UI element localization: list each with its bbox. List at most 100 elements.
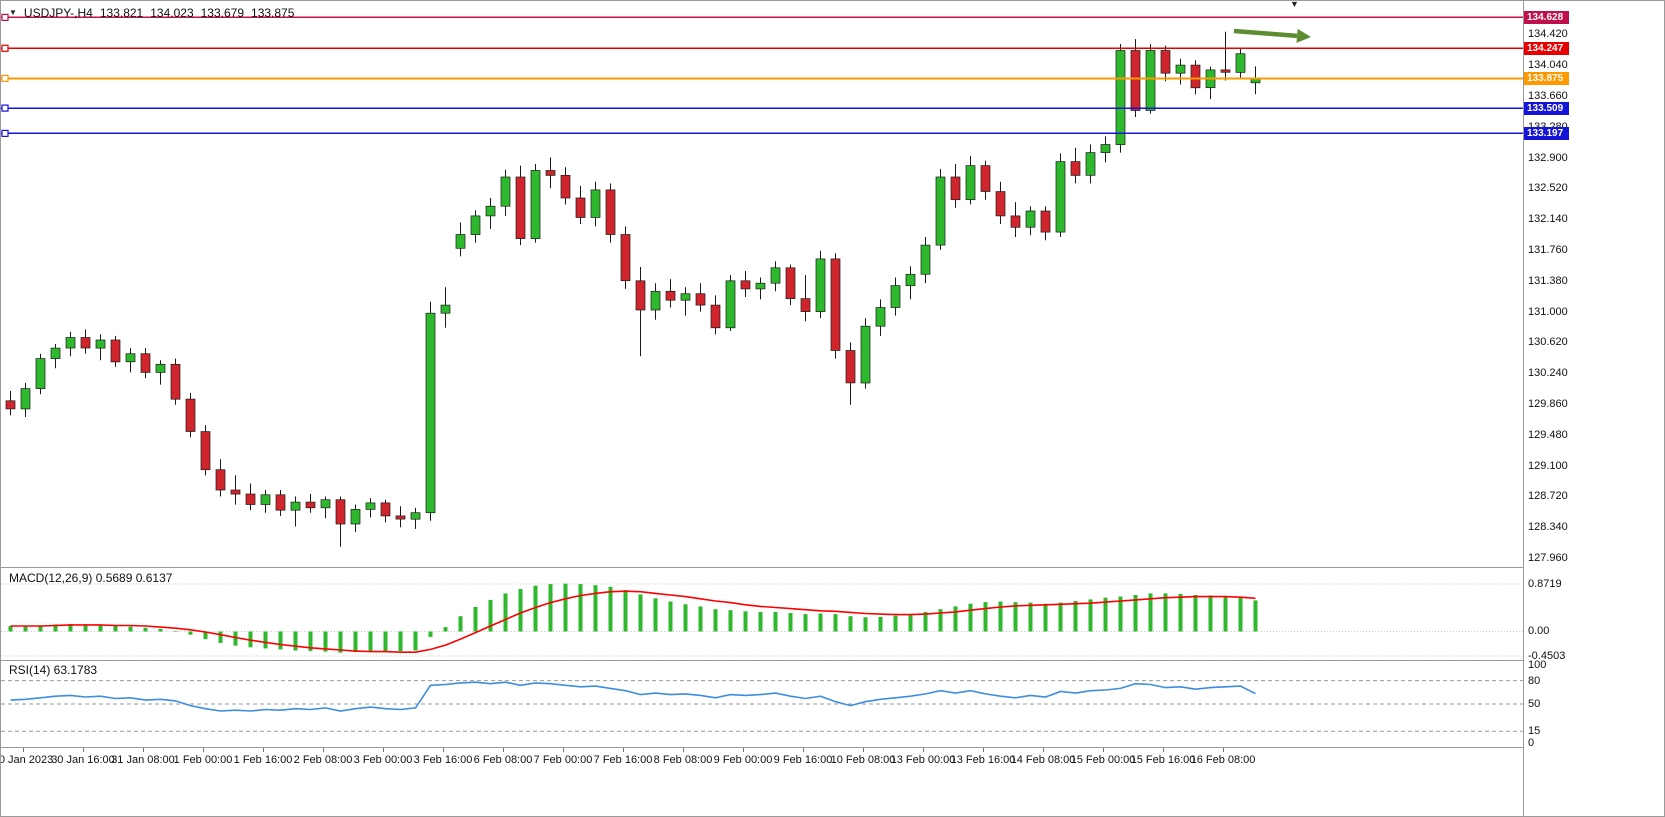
candle-down (110, 339, 121, 363)
time-tick-label: 6 Feb 08:00 (473, 754, 533, 766)
candle-up (725, 280, 736, 329)
rsi-line (10, 681, 1256, 712)
candle-down (1130, 50, 1141, 111)
candle-up (35, 358, 46, 389)
candle-up (905, 273, 916, 287)
candle-down (245, 493, 256, 505)
rsi-pane-canvas[interactable] (1, 661, 1523, 747)
candle-up (1055, 161, 1066, 233)
candle-down (395, 515, 406, 520)
annotation-arrow-head[interactable] (1296, 28, 1312, 43)
pane-divider-rsi-time[interactable] (1, 747, 1664, 748)
hline-handle[interactable] (1, 44, 9, 52)
macd-pane-canvas[interactable] (1, 568, 1523, 660)
candle-down (950, 176, 961, 201)
hline-price-badge: 134.247 (1524, 41, 1569, 55)
time-tick-mark (263, 748, 264, 752)
candle-down (995, 191, 1006, 217)
symbol-dropdown-icon[interactable]: ▼ (9, 8, 17, 17)
time-tick-label: 3 Feb 16:00 (413, 754, 473, 766)
price-tick-label: 131.760 (1528, 243, 1568, 256)
time-tick-mark (743, 748, 744, 752)
macd-axis-label: -0.4503 (1528, 650, 1566, 662)
price-tick-label: 134.420 (1528, 28, 1568, 41)
time-tick-mark (503, 748, 504, 752)
price-tick-label: 128.340 (1528, 521, 1568, 534)
time-tick-mark (323, 748, 324, 752)
time-tick-mark (83, 748, 84, 752)
candle-down (635, 280, 646, 311)
candle-up (920, 244, 931, 275)
time-tick-label: 31 Jan 08:00 (111, 754, 175, 766)
candle-up (875, 307, 886, 327)
price-tick-label: 132.520 (1528, 182, 1568, 195)
candle-up (650, 290, 661, 311)
price-tick-label: 133.660 (1528, 89, 1568, 102)
pane-divider-main-macd[interactable] (1, 567, 1664, 568)
candle-up (1025, 210, 1036, 228)
candle-down (200, 431, 211, 471)
chart-info-bar: ▼ USDJPY-,H4 133.821 134.023 133.679 133.875 (9, 6, 301, 20)
price-tick-label: 130.240 (1528, 367, 1568, 380)
hline-handle[interactable] (1, 13, 9, 21)
candle-up (50, 347, 61, 359)
time-tick-mark (1223, 748, 1224, 752)
candle-down (305, 501, 316, 509)
time-tick-mark (203, 748, 204, 752)
time-tick-mark (563, 748, 564, 752)
hline-handle[interactable] (1, 104, 9, 112)
time-tick-label: 8 Feb 08:00 (653, 754, 713, 766)
rsi-axis-label: 0 (1528, 737, 1535, 749)
candle-up (410, 512, 421, 520)
hline-handle[interactable] (1, 74, 9, 83)
candle-down (380, 502, 391, 517)
candle-up (125, 353, 136, 363)
candle-up (1100, 144, 1111, 153)
time-tick-label: 3 Feb 00:00 (353, 754, 413, 766)
candle-down (710, 304, 721, 329)
ohlc-high: 134.023 (150, 6, 194, 20)
rsi-indicator-label: RSI(14) 63.1783 (9, 663, 98, 677)
candle-up (320, 499, 331, 509)
candle-up (95, 339, 106, 349)
candle-up (965, 165, 976, 201)
annotation-arrow-shaft[interactable] (1233, 28, 1298, 39)
price-axis-separator (1523, 1, 1524, 816)
candle-up (1115, 50, 1126, 145)
time-tick-label: 7 Feb 16:00 (593, 754, 653, 766)
price-tick-label: 128.720 (1528, 490, 1568, 503)
hline-handle[interactable] (1, 129, 9, 137)
candle-up (500, 176, 511, 207)
hline-price-badge: 133.509 (1524, 101, 1569, 115)
candle-down (1040, 210, 1051, 233)
candle-down (1010, 215, 1021, 228)
candle-up (290, 501, 301, 511)
time-tick-label: 30 Jan 2023 (1, 754, 54, 766)
candle-down (515, 176, 526, 239)
candle-down (170, 363, 181, 400)
candle-up (755, 282, 766, 290)
candle-up (155, 363, 166, 373)
chart-shift-marker-icon[interactable]: ▼ (1290, 0, 1299, 9)
price-tick-label: 129.100 (1528, 459, 1568, 472)
macd-axis-label: 0.8719 (1528, 578, 1562, 590)
pane-divider-macd-rsi[interactable] (1, 660, 1664, 661)
time-tick-mark (443, 748, 444, 752)
time-tick-label: 9 Feb 00:00 (713, 754, 773, 766)
time-tick-mark (863, 748, 864, 752)
main-chart-canvas[interactable] (1, 1, 1523, 567)
candle-up (485, 205, 496, 217)
rsi-axis-label: 100 (1528, 659, 1547, 671)
candle-up (20, 388, 31, 410)
hline-price-badge: 133.197 (1524, 126, 1569, 140)
time-tick-label: 7 Feb 00:00 (533, 754, 593, 766)
price-tick-label: 132.140 (1528, 213, 1568, 226)
candle-up (440, 304, 451, 314)
hline-price-badge: 134.628 (1524, 10, 1569, 24)
candle-up (425, 312, 436, 514)
candle-down (1220, 69, 1231, 73)
time-tick-label: 14 Feb 08:00 (1010, 754, 1076, 766)
price-axis[interactable]: 134.420134.040133.660133.280132.900132.5… (1524, 1, 1664, 816)
ohlc-low: 133.679 (200, 6, 245, 20)
